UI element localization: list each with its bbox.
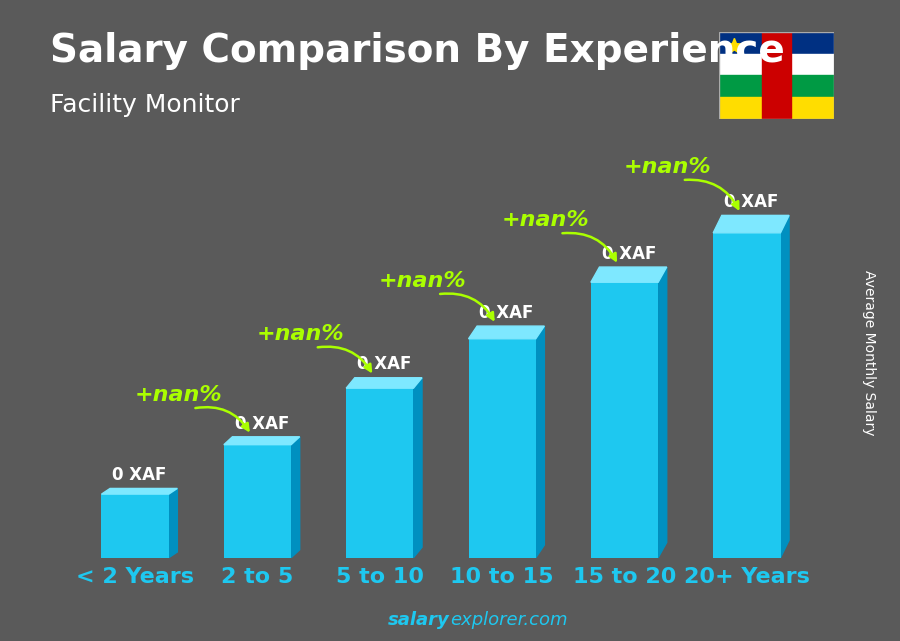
- Bar: [713, 233, 780, 558]
- Polygon shape: [713, 215, 789, 233]
- Text: explorer.com: explorer.com: [450, 612, 568, 629]
- Polygon shape: [102, 488, 177, 494]
- Text: 0 XAF: 0 XAF: [601, 245, 656, 263]
- Text: salary: salary: [388, 612, 450, 629]
- Text: Salary Comparison By Experience: Salary Comparison By Experience: [50, 32, 784, 70]
- Polygon shape: [591, 267, 667, 282]
- Polygon shape: [346, 378, 422, 388]
- Text: 0 XAF: 0 XAF: [480, 304, 534, 322]
- Bar: [718, 97, 834, 119]
- Bar: [718, 32, 834, 54]
- Bar: [469, 338, 536, 558]
- Polygon shape: [658, 267, 667, 558]
- Bar: [346, 388, 413, 558]
- Bar: [591, 282, 658, 558]
- Bar: [718, 54, 834, 76]
- Bar: [718, 76, 834, 97]
- Text: Facility Monitor: Facility Monitor: [50, 93, 239, 117]
- Bar: [224, 445, 291, 558]
- Text: +nan%: +nan%: [256, 324, 344, 344]
- Text: 0 XAF: 0 XAF: [724, 193, 778, 211]
- Polygon shape: [291, 437, 300, 558]
- Polygon shape: [224, 437, 300, 445]
- Text: +nan%: +nan%: [624, 156, 711, 176]
- Polygon shape: [469, 326, 544, 338]
- Polygon shape: [413, 378, 422, 558]
- Text: Average Monthly Salary: Average Monthly Salary: [861, 270, 876, 435]
- Text: 0 XAF: 0 XAF: [235, 415, 289, 433]
- Text: 0 XAF: 0 XAF: [112, 466, 166, 484]
- Polygon shape: [726, 38, 742, 53]
- Polygon shape: [780, 215, 789, 558]
- Polygon shape: [169, 488, 177, 558]
- Text: 0 XAF: 0 XAF: [357, 356, 411, 374]
- Text: +nan%: +nan%: [379, 271, 466, 291]
- Text: +nan%: +nan%: [134, 385, 221, 405]
- Text: +nan%: +nan%: [501, 210, 589, 230]
- Bar: [102, 494, 169, 558]
- Bar: [761, 32, 791, 119]
- Polygon shape: [536, 326, 544, 558]
